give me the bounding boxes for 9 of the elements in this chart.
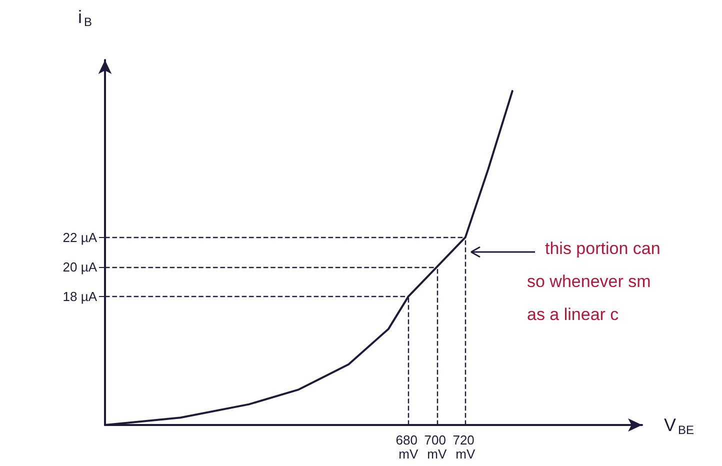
annotation: this portion can <box>545 239 660 258</box>
annotation: so whenever sm <box>527 272 651 291</box>
x-tick-label: 720 mV <box>452 432 478 462</box>
annotation: as a linear c <box>527 305 620 324</box>
x-tick-label: 680 mV <box>396 432 422 462</box>
y-tick-label: 18 µA <box>62 288 98 304</box>
y-tick-label: 22 µA <box>62 230 98 245</box>
y-tick-label: 20 µA <box>62 259 98 274</box>
x-tick-label: 700 mV <box>424 432 450 462</box>
